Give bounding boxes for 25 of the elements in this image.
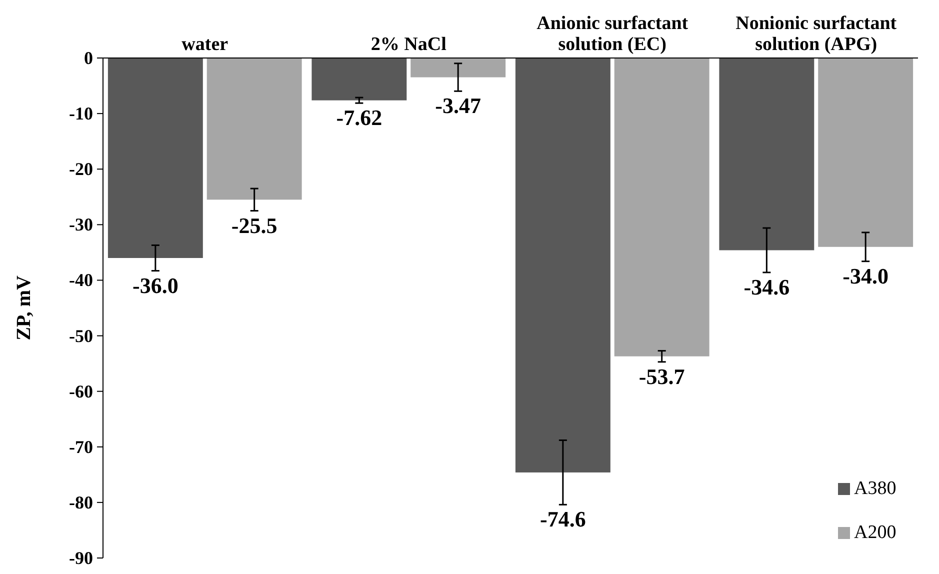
x-tick-label: Nonionic surfactant solution (APG) xyxy=(736,13,898,55)
data-label: -3.47 xyxy=(435,93,481,118)
y-tick-label: 0 xyxy=(84,48,93,68)
legend-label: A200 xyxy=(854,522,896,543)
legend-label: A380 xyxy=(854,478,896,499)
data-label: -25.5 xyxy=(231,212,278,238)
x-tick-label: 2% NaCl xyxy=(370,34,446,55)
y-tick-label: -80 xyxy=(69,492,93,512)
x-tick-label: Anionic surfactant solution (EC) xyxy=(536,13,689,55)
y-tick-label: -10 xyxy=(69,104,93,124)
y-tick-label: -50 xyxy=(69,326,93,346)
data-label: -74.6 xyxy=(540,506,586,532)
y-tick-label: -20 xyxy=(69,159,93,180)
data-label: -34.0 xyxy=(842,263,888,288)
y-axis-title: ZP, mV xyxy=(13,275,35,340)
y-tick-label: -70 xyxy=(69,436,93,457)
data-label: -34.6 xyxy=(744,274,790,300)
data-label: -36.0 xyxy=(132,272,178,298)
y-tick-label: -60 xyxy=(69,381,93,402)
data-label: -7.62 xyxy=(336,105,382,130)
y-tick-label: -40 xyxy=(69,270,93,290)
y-tick-label: -90 xyxy=(69,548,93,568)
x-tick-label: water xyxy=(182,34,229,55)
data-label: -53.7 xyxy=(638,364,685,389)
y-tick-label: -30 xyxy=(69,214,93,235)
